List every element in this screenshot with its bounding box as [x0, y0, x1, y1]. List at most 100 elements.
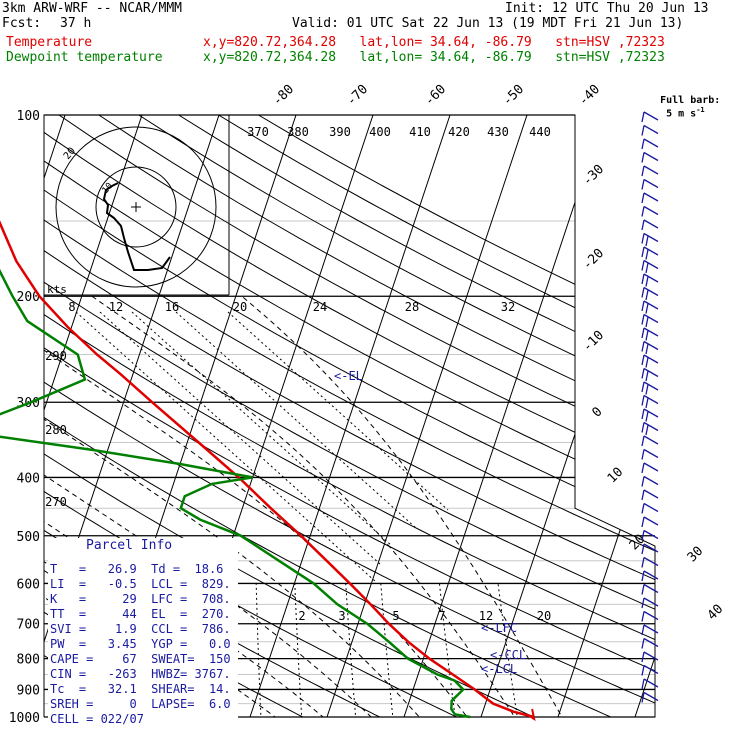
wind-barb [643, 219, 659, 229]
parcel-info-box: Parcel Info T = 26.9 Td = 18.6 LI = -0.5… [48, 538, 238, 738]
wind-barb-flag [641, 179, 645, 190]
wind-barb-flag [645, 235, 649, 247]
wind-barb [643, 327, 659, 337]
hodograph-ring-label: 20 [62, 146, 78, 162]
mixing-ratio-label: 20 [537, 609, 551, 623]
wind-barb [643, 678, 659, 688]
plot-frame [43, 114, 656, 718]
theta-label: 390 [329, 125, 351, 139]
wind-barb [643, 138, 659, 148]
dry-adiabat [44, 115, 655, 717]
wind-barb-flag [641, 462, 645, 474]
parcel-row: CIN = -263 HWBZ= 3767. [50, 667, 231, 681]
parcel-row: T = 26.9 Td = 18.6 [50, 562, 224, 576]
wind-barb-flag [645, 276, 649, 287]
dry-adiabat [44, 115, 655, 717]
mixing-ratio-label: 12 [479, 609, 493, 623]
parcel-info-title: Parcel Info [86, 538, 173, 553]
wind-barb-flag [645, 289, 649, 301]
parcel-row: Tc = 32.1 SHEAR= 14. [50, 682, 231, 696]
wind-barb [643, 435, 659, 445]
wind-barb [643, 610, 659, 621]
pressure-tick-label: 1000 [9, 711, 40, 726]
wind-barb [643, 516, 659, 526]
wind-barb [643, 354, 659, 364]
hodograph-speed-dotted [175, 311, 417, 529]
theta-label: 380 [287, 125, 309, 139]
isotherm-label: 0 [589, 404, 605, 420]
dewpoint-legend: Dewpoint temperature [6, 50, 163, 65]
barb-note-2: 5 m s-1 [642, 94, 705, 130]
wind-barb [643, 273, 659, 283]
mixing-ratio-line [497, 583, 520, 717]
wind-barb-flag [641, 570, 645, 582]
wind-barb-flag [645, 262, 649, 274]
wind-barb-flag [641, 138, 645, 150]
wind-barb-flag [641, 435, 645, 447]
theta-label: 370 [247, 125, 269, 139]
wind-barb-flag [641, 219, 645, 231]
wind-barb-flag [641, 192, 645, 204]
pressure-tick-label: 200 [17, 290, 40, 305]
wind-barb [643, 502, 659, 513]
wind-barb [643, 448, 659, 459]
barb-note-sup: -1 [696, 106, 705, 114]
isotherm-label: -20 [580, 246, 607, 273]
isotherm-label: -80 [270, 82, 297, 109]
wind-barb-flag [641, 206, 645, 217]
wind-barb [643, 124, 659, 135]
wind-barb-flag [645, 370, 649, 382]
temperature-station-info: x,y=820.72,364.28 lat,lon= 34.64, -86.79… [203, 35, 665, 50]
wind-barb-flag [641, 368, 645, 379]
pressure-tick-label: 100 [17, 109, 40, 124]
wind-barb [643, 651, 659, 661]
level-annotation: <-LCL [481, 662, 517, 676]
parcel-row: CELL = 022/07 [50, 712, 144, 726]
wind-barb-flag [641, 354, 645, 366]
wind-barb-flag [645, 343, 649, 355]
parcel-row: LI = -0.5 LCL = 829. [50, 577, 231, 591]
isotherm-label: -40 [576, 82, 603, 109]
wind-barb [643, 178, 659, 189]
dry-adiabat [44, 115, 655, 717]
pressure-tick-label: 700 [17, 618, 40, 633]
wind-barb-flag [645, 303, 649, 314]
isotherm [630, 115, 655, 717]
moist-adiabat [44, 295, 293, 717]
wind-barb [643, 556, 659, 567]
hodograph-speed-dotted [75, 311, 377, 583]
hodograph-units: kts [47, 283, 67, 296]
wind-barb [643, 394, 659, 405]
wind-barb-flag [645, 397, 649, 409]
wind-barb-flag [645, 424, 649, 436]
wind-barb [643, 300, 659, 310]
hodograph-speed-label: 20 [233, 300, 247, 314]
hodograph-speed-dotted [99, 311, 381, 565]
wind-barb [643, 664, 659, 675]
mixing-ratio-line [294, 583, 303, 717]
dry-adiabat [44, 115, 328, 717]
pressure-tick-label: 600 [17, 577, 40, 592]
wind-barb-flag [645, 249, 649, 260]
theta-label: 410 [409, 125, 431, 139]
wind-barb [643, 529, 659, 540]
isotherm [245, 115, 460, 717]
mixing-ratio-label: 2 [298, 609, 305, 623]
theta-label: 440 [529, 125, 551, 139]
wind-barb [643, 286, 659, 297]
dewpoint-station-info: x,y=820.72,364.28 lat,lon= 34.64, -86.79… [203, 50, 665, 65]
level-annotation: <-CCL [490, 648, 526, 662]
wind-barb [643, 151, 659, 162]
mixing-ratio-label: 5 [392, 609, 399, 623]
isotherm-label: 10 [605, 465, 627, 487]
barb-note-line2: 5 m s [666, 108, 697, 120]
wind-barb-flag [641, 260, 645, 271]
wind-barb-flag [641, 489, 645, 501]
isotherm-label: 20 [627, 532, 649, 554]
isotherm-label: -60 [422, 82, 449, 109]
wind-barb-flag [641, 624, 645, 636]
wind-barb [643, 475, 659, 486]
theta-label: 270 [45, 495, 67, 509]
wind-barb [643, 583, 659, 594]
